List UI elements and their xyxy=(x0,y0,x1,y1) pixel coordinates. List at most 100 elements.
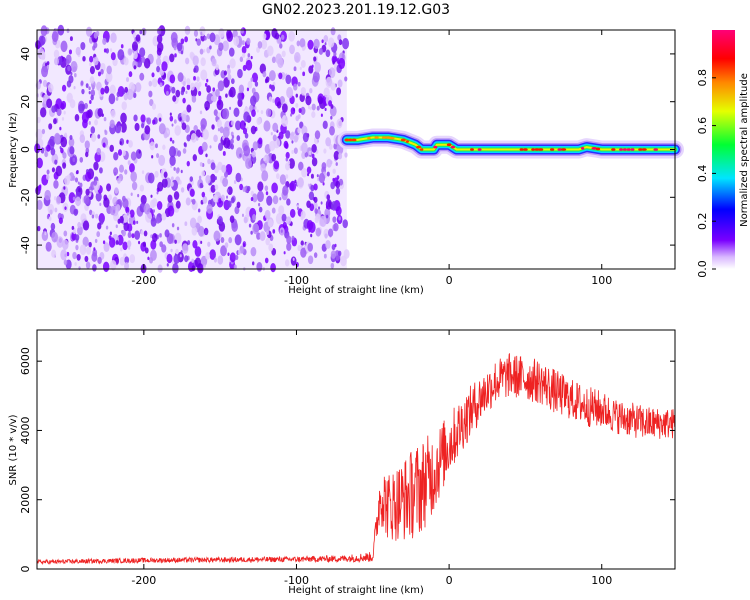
noise-blob xyxy=(257,181,264,192)
noise-blob xyxy=(213,257,218,263)
noise-blob xyxy=(132,92,137,99)
noise-blob xyxy=(206,203,213,214)
noise-blob xyxy=(78,188,81,193)
noise-blob xyxy=(163,84,171,96)
noise-blob xyxy=(162,144,166,150)
noise-blob xyxy=(222,108,230,120)
noise-blob xyxy=(290,256,297,266)
signal-peak xyxy=(470,148,474,151)
noise-blob xyxy=(226,188,230,193)
noise-blob xyxy=(41,65,49,78)
noise-blob xyxy=(252,141,259,151)
noise-blob xyxy=(233,264,237,270)
noise-blob xyxy=(332,216,337,223)
noise-blob xyxy=(60,249,68,261)
noise-blob xyxy=(264,185,269,192)
noise-blob xyxy=(298,161,304,171)
noise-blob xyxy=(47,203,55,215)
noise-blob xyxy=(51,31,59,43)
noise-blob xyxy=(161,212,167,221)
noise-blob xyxy=(271,56,276,64)
noise-blob xyxy=(184,142,187,148)
noise-blob xyxy=(80,41,86,51)
noise-blob xyxy=(138,150,141,154)
noise-blob xyxy=(300,244,303,249)
noise-blob xyxy=(318,172,326,184)
noise-blob xyxy=(284,142,289,149)
noise-blob xyxy=(289,133,295,141)
noise-blob xyxy=(223,70,228,76)
noise-blob xyxy=(321,162,327,170)
noise-blob xyxy=(209,249,216,260)
noise-blob xyxy=(59,126,62,131)
signal-peak xyxy=(381,136,387,139)
signal-peak xyxy=(531,148,535,151)
noise-blob xyxy=(126,88,134,100)
noise-blob xyxy=(203,264,206,268)
noise-blob xyxy=(102,142,106,148)
noise-blob xyxy=(229,86,236,98)
noise-blob xyxy=(262,33,267,40)
noise-blob xyxy=(333,143,338,150)
noise-blob xyxy=(337,79,343,88)
noise-blob xyxy=(271,153,277,162)
noise-blob xyxy=(64,206,67,211)
noise-blob xyxy=(272,195,279,205)
noise-blob xyxy=(200,240,203,245)
noise-blob xyxy=(207,241,211,247)
noise-blob xyxy=(115,224,118,229)
noise-blob xyxy=(250,196,254,202)
noise-blob xyxy=(201,141,208,152)
noise-blob xyxy=(158,123,166,135)
noise-blob xyxy=(272,122,279,133)
noise-blob xyxy=(256,262,263,272)
y-tick-label: -20 xyxy=(19,188,32,206)
noise-blob xyxy=(287,160,291,165)
noise-blob xyxy=(227,73,232,81)
signal-peak xyxy=(557,148,563,151)
noise-blob xyxy=(307,39,314,50)
noise-blob xyxy=(325,240,331,249)
noise-blob xyxy=(299,38,306,48)
noise-blob xyxy=(281,103,288,113)
noise-blob xyxy=(223,77,230,88)
noise-blob xyxy=(241,213,245,217)
noise-blob xyxy=(258,206,263,213)
noise-blob xyxy=(85,151,89,158)
noise-blob xyxy=(40,35,46,45)
noise-blob xyxy=(317,96,324,105)
noise-blob xyxy=(307,242,313,252)
noise-blob xyxy=(189,217,197,229)
noise-blob xyxy=(109,144,114,153)
signal-peak xyxy=(433,145,438,149)
noise-blob xyxy=(239,183,244,191)
noise-blob xyxy=(288,31,295,42)
noise-blob xyxy=(190,132,197,143)
noise-blob xyxy=(333,222,339,232)
noise-blob xyxy=(44,189,51,201)
noise-blob xyxy=(79,182,83,188)
noise-blob xyxy=(77,181,80,185)
noise-blob xyxy=(226,31,234,42)
noise-blob xyxy=(151,72,155,78)
noise-blob xyxy=(306,166,312,174)
noise-blob xyxy=(320,113,323,117)
signal-peak xyxy=(630,148,635,151)
noise-blob xyxy=(169,155,176,166)
noise-blob xyxy=(218,27,225,38)
noise-blob xyxy=(93,161,99,171)
noise-blob xyxy=(252,214,257,221)
noise-blob xyxy=(318,48,324,55)
noise-blob xyxy=(298,107,302,114)
noise-blob xyxy=(140,122,145,129)
signal-peak xyxy=(374,136,379,139)
signal-peak xyxy=(367,136,371,140)
noise-blob xyxy=(149,98,154,107)
noise-blob xyxy=(174,125,181,136)
noise-blob xyxy=(305,95,312,106)
snr-y-axis-label: SNR (10 * v/v) xyxy=(8,414,19,485)
noise-blob xyxy=(178,180,182,185)
noise-blob xyxy=(185,57,190,65)
noise-blob xyxy=(308,221,316,234)
noise-blob xyxy=(204,82,208,87)
